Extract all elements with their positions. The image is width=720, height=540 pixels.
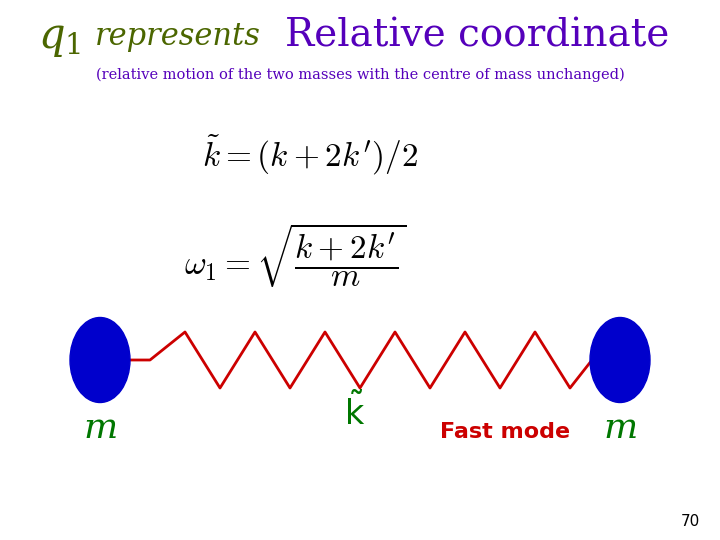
Text: $\tilde{k} = (k+2k^{\prime})/2$: $\tilde{k} = (k+2k^{\prime})/2$ — [202, 133, 418, 177]
Text: Relative coordinate: Relative coordinate — [285, 17, 670, 55]
Text: $q_1$: $q_1$ — [38, 17, 81, 59]
Text: Fast mode: Fast mode — [440, 422, 570, 442]
Ellipse shape — [70, 318, 130, 402]
Text: $\omega_1 = \sqrt{\dfrac{k+2k^{\prime}}{m}}$: $\omega_1 = \sqrt{\dfrac{k+2k^{\prime}}{… — [184, 221, 406, 289]
Text: 70: 70 — [680, 515, 700, 530]
Ellipse shape — [590, 318, 650, 402]
Text: $m$: $m$ — [603, 411, 637, 445]
Text: (relative motion of the two masses with the centre of mass unchanged): (relative motion of the two masses with … — [96, 68, 624, 82]
Text: $\mathregular{\tilde{k}}$: $\mathregular{\tilde{k}}$ — [344, 393, 366, 431]
Text: represents: represents — [95, 21, 261, 51]
Text: $m$: $m$ — [83, 411, 117, 445]
